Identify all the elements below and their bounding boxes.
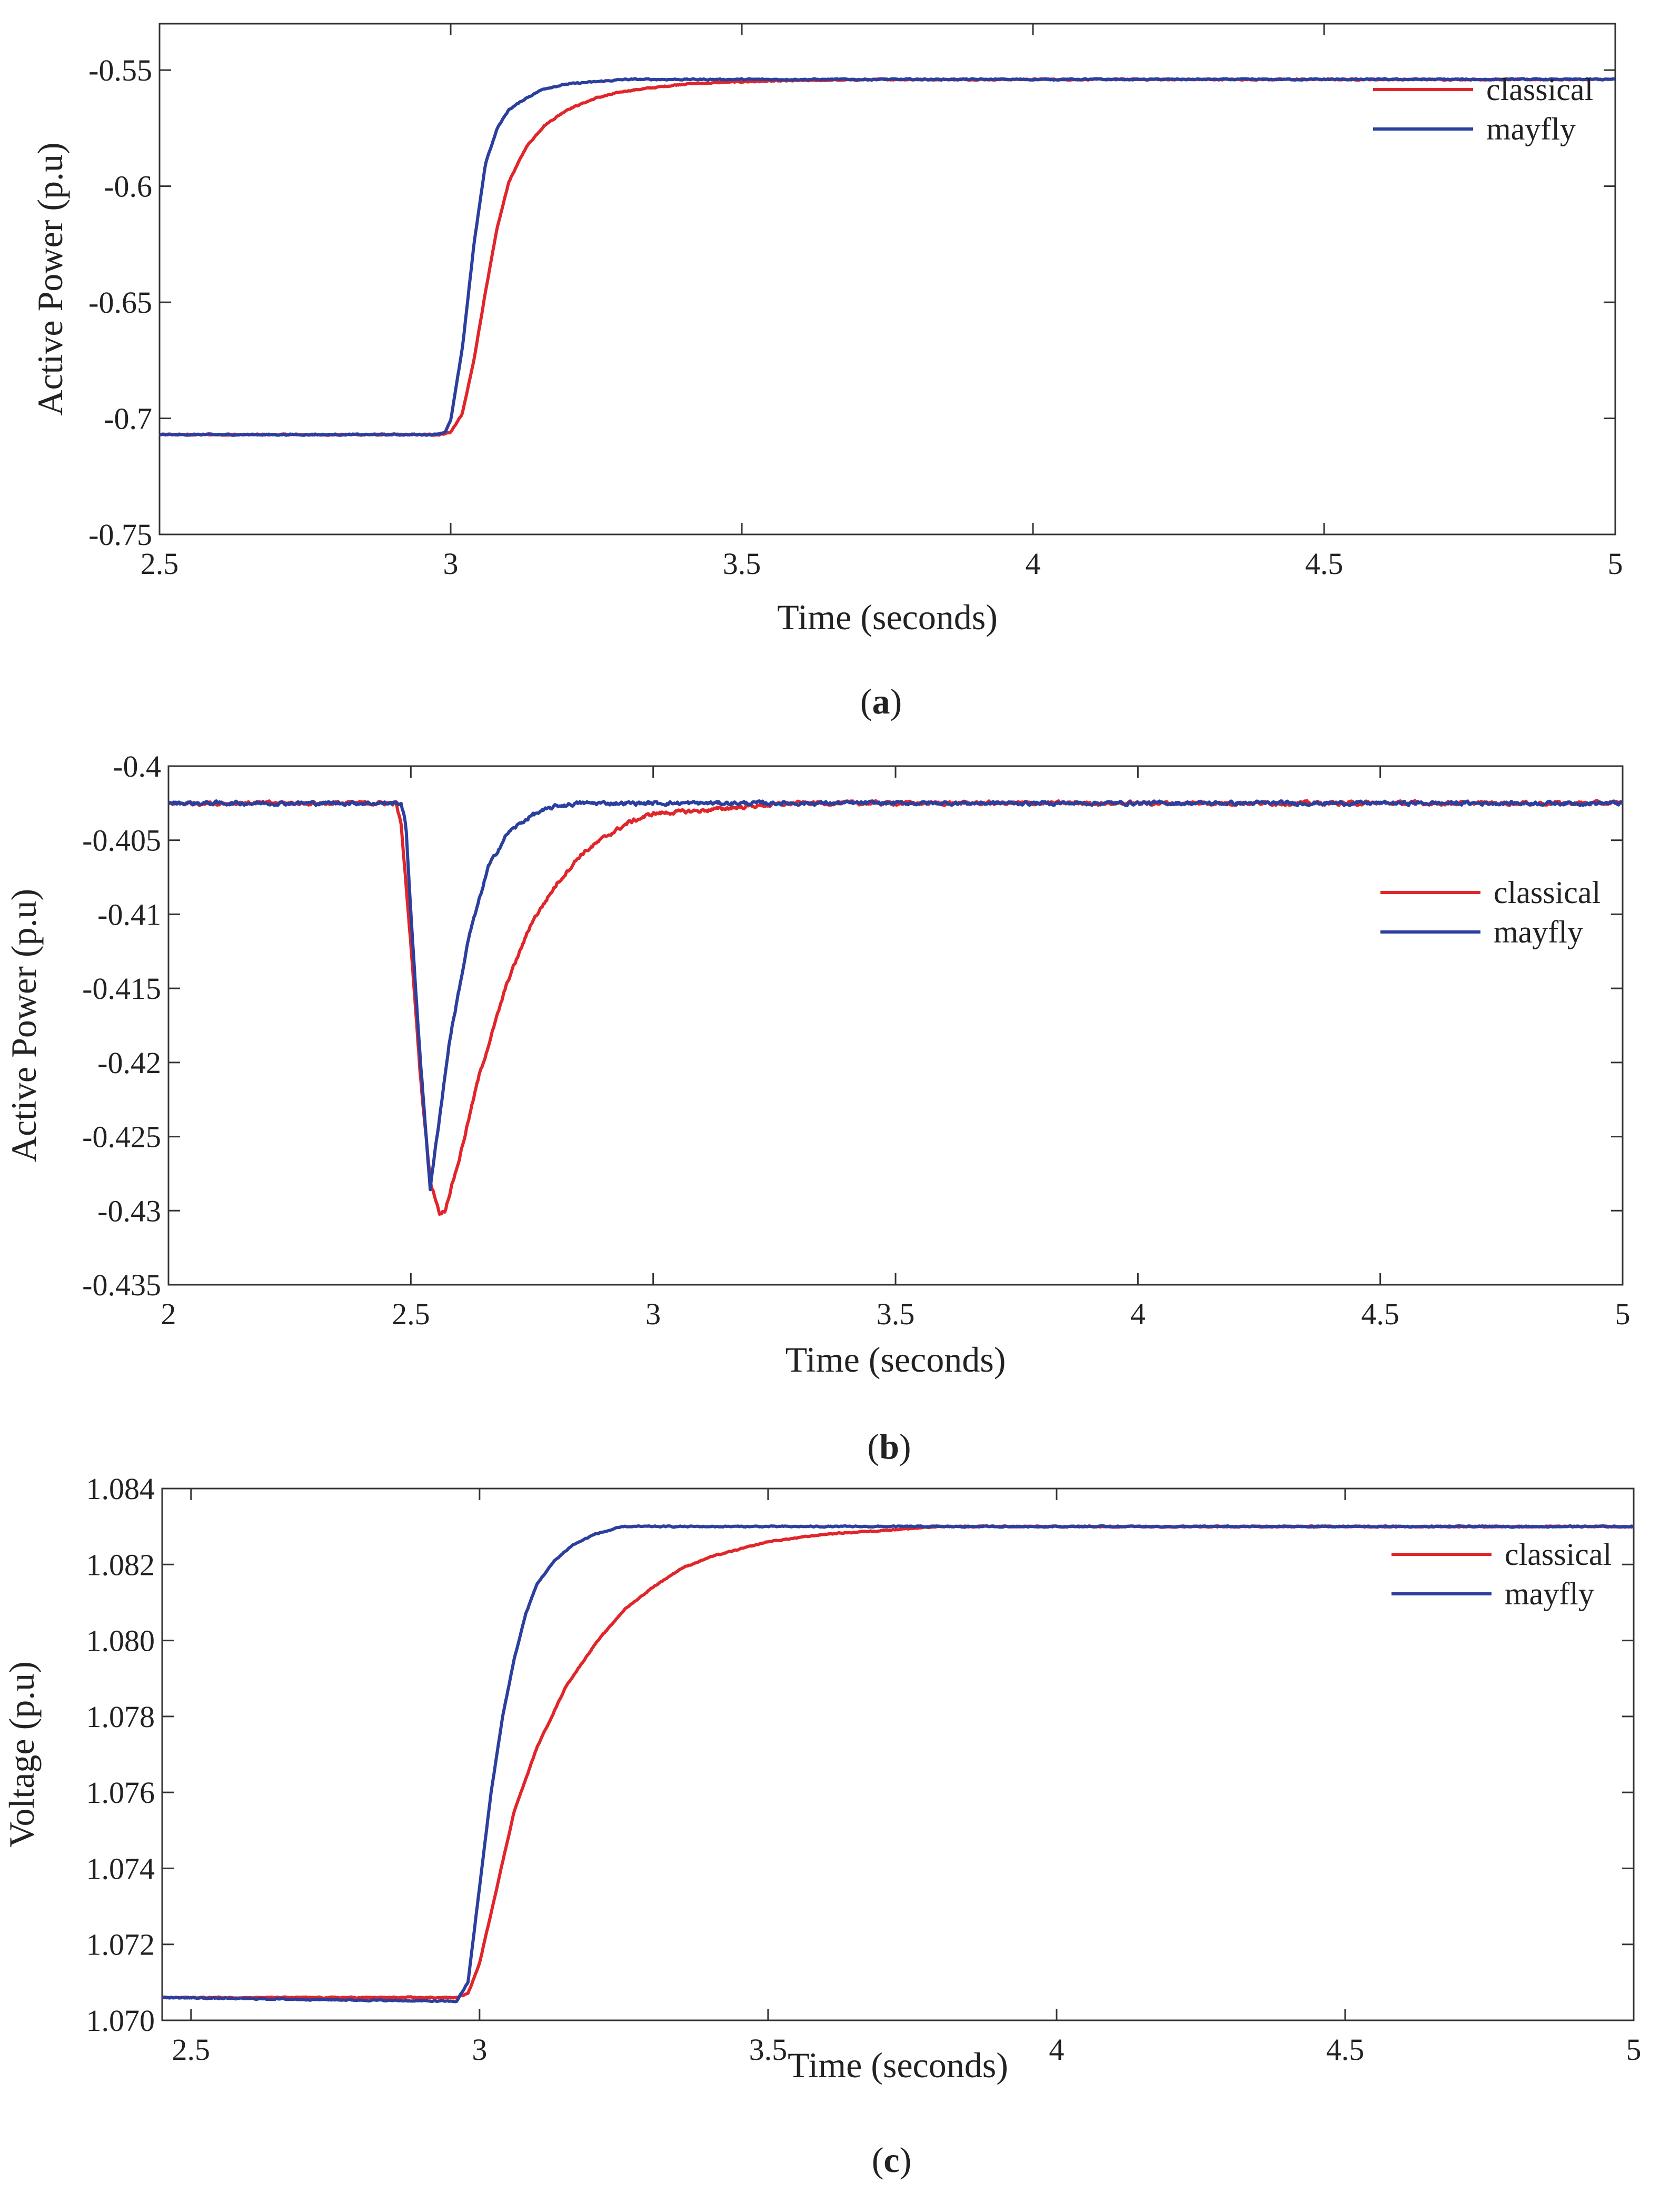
x-tick-label: 4.5 [1361, 1297, 1399, 1331]
x-tick-label: 4 [1130, 1297, 1146, 1331]
y-tick-label: -0.415 [82, 971, 161, 1006]
legend-label-mayfly: mayfly [1486, 112, 1576, 146]
series-line-mayfly [168, 799, 1623, 1192]
x-tick-label: 4.5 [1326, 2032, 1365, 2067]
plot-frame [167, 765, 1624, 1286]
x-tick-label: 3 [472, 2032, 487, 2067]
chart-panel-a: 2.5 3 3.5 4 4.5 5 -0.75 -0.7 -0.65 -0.6 -0.55 class… [30, 23, 1623, 721]
chart-panel-c: 2.5 3 3.5 4 4.5 5 1.070 1.072 1.074 1.076 1.078 1.0… [2, 1472, 1642, 2180]
y-axis-label: Voltage (p.u) [2, 1661, 42, 1848]
y-tick-label: 1.082 [86, 1548, 155, 1582]
y-tick-label: -0.55 [88, 53, 152, 87]
x-tick-label: 5 [1608, 547, 1623, 581]
x-tick-label: 2.5 [392, 1297, 430, 1331]
series-line-mayfly [160, 77, 1615, 437]
x-tick-label: 2.5 [172, 2032, 211, 2067]
y-tick-label: -0.65 [88, 285, 152, 320]
x-tick-label: 4 [1049, 2032, 1064, 2067]
x-axis-label: Time (seconds) [788, 2045, 1008, 2085]
plot-frame [158, 23, 1616, 535]
y-tick-label: -0.75 [88, 518, 152, 552]
y-tick-label: 1.084 [86, 1472, 155, 1506]
y-axis-label: Active Power (p.u) [4, 889, 44, 1162]
x-tick-label: 3 [443, 547, 459, 581]
y-axis-label: Active Power (p.u) [30, 142, 70, 415]
chart-panel-b: 2 2.5 3 3.5 4 4.5 5 -0.435 -0.43 -0.425 -0.42 -0.41… [4, 749, 1631, 1466]
y-tick-label: -0.405 [82, 824, 161, 858]
x-tick-label: 3.5 [723, 547, 761, 581]
y-tick-label: 1.080 [86, 1624, 155, 1658]
y-tick-label: -0.41 [97, 897, 161, 931]
legend-label-classical: classical [1486, 72, 1593, 107]
y-tick-label: -0.425 [82, 1120, 161, 1154]
y-tick-label: 1.070 [86, 2003, 155, 2038]
x-tick-label: 4 [1026, 547, 1041, 581]
panel-label: (b) [867, 1426, 911, 1466]
legend-label-mayfly: mayfly [1494, 915, 1583, 949]
y-tick-label: -0.43 [97, 1194, 161, 1228]
y-tick-label: -0.42 [97, 1046, 161, 1080]
x-tick-label: 3 [645, 1297, 661, 1331]
y-tick-label: -0.4 [113, 749, 161, 783]
plot-frame [161, 1487, 1635, 2021]
panel-label: (c) [872, 2140, 912, 2180]
x-tick-label: 5 [1615, 1297, 1631, 1331]
y-tick-label: 1.076 [86, 1775, 155, 1810]
y-tick-label: 1.074 [86, 1851, 155, 1886]
x-tick-label: 2.5 [141, 547, 179, 581]
x-axis-label: Time (seconds) [786, 1340, 1006, 1380]
x-tick-label: 3.5 [749, 2032, 788, 2067]
x-tick-label: 2 [161, 1297, 176, 1331]
x-axis-label: Time (seconds) [777, 597, 998, 637]
y-tick-label: 1.072 [86, 1928, 155, 1962]
legend-label-classical: classical [1494, 875, 1601, 910]
x-tick-label: 5 [1626, 2032, 1642, 2067]
y-tick-label: -0.6 [104, 170, 152, 204]
y-tick-label: -0.7 [104, 402, 152, 436]
x-tick-label: 3.5 [877, 1297, 915, 1331]
y-tick-label: 1.078 [86, 1700, 155, 1734]
y-tick-label: -0.435 [82, 1268, 161, 1302]
legend-label-classical: classical [1505, 1537, 1612, 1572]
legend-label-mayfly: mayfly [1505, 1576, 1594, 1611]
x-tick-label: 4.5 [1305, 547, 1344, 581]
series-line-mayfly [162, 1524, 1634, 2003]
panel-label: (a) [860, 681, 902, 721]
